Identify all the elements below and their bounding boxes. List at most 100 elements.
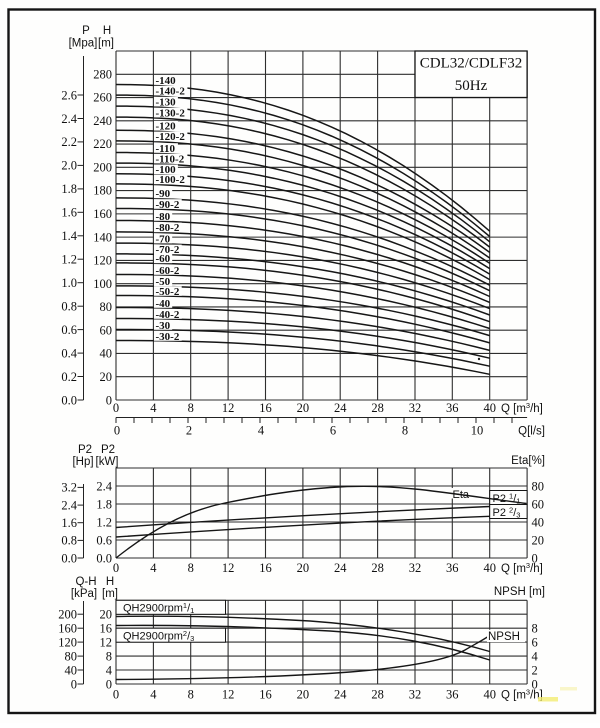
svg-text:P: P [82,25,90,37]
svg-text:0.0: 0.0 [61,551,77,565]
svg-text:80: 80 [65,649,78,663]
svg-text:H: H [106,576,114,588]
svg-text:8: 8 [402,424,408,438]
svg-text:0: 0 [71,677,77,691]
svg-text:36: 36 [446,561,459,575]
svg-text:-90-2: -90-2 [156,199,180,211]
svg-text:0: 0 [113,401,119,415]
svg-text:Eta[%]: Eta[%] [511,455,545,467]
svg-text:120: 120 [58,635,77,649]
svg-text:-140-2: -140-2 [156,85,186,97]
svg-text:260: 260 [93,91,112,105]
svg-text:-50-2: -50-2 [156,286,180,298]
svg-text:2.2: 2.2 [61,135,77,149]
svg-text:-60-2: -60-2 [156,265,180,277]
svg-text:80: 80 [532,479,545,493]
svg-text:0.8: 0.8 [61,300,77,314]
svg-text:4: 4 [150,401,157,415]
svg-text:280: 280 [93,67,112,81]
svg-text:Q [m3/h]: Q [m3/h] [501,561,543,575]
svg-text:-100: -100 [156,164,177,176]
svg-text:16: 16 [259,401,272,415]
svg-text:0.2: 0.2 [61,370,77,384]
svg-text:1.2: 1.2 [96,515,112,529]
svg-text:20: 20 [100,370,113,384]
svg-text:0.0: 0.0 [61,393,77,407]
svg-text:2.0: 2.0 [61,159,77,173]
svg-text:-60: -60 [156,253,171,265]
svg-text:60: 60 [532,497,545,511]
svg-text:240: 240 [93,114,112,128]
svg-text:2.4: 2.4 [61,112,77,126]
svg-text:0: 0 [106,393,112,407]
svg-text:36: 36 [446,401,459,415]
svg-text:40: 40 [65,663,78,677]
svg-text:12: 12 [100,635,113,649]
svg-text:-120: -120 [156,121,177,133]
svg-text:24: 24 [334,688,347,702]
svg-text:NPSH: NPSH [488,631,520,643]
svg-text:-90: -90 [156,188,171,200]
svg-text:8: 8 [532,622,538,636]
svg-text:[m]: [m] [98,38,114,50]
svg-text:-110: -110 [156,143,176,155]
svg-text:50Hz: 50Hz [455,78,488,94]
svg-text:140: 140 [93,230,112,244]
svg-text:[kW]: [kW] [96,456,119,468]
svg-text:0: 0 [114,424,120,438]
svg-text:80: 80 [100,300,113,314]
svg-text:16: 16 [100,622,113,636]
svg-text:12: 12 [222,688,235,702]
svg-text:12: 12 [222,401,235,415]
svg-text:1.6: 1.6 [61,516,77,530]
svg-text:-110-2: -110-2 [156,153,185,165]
svg-text:200: 200 [58,608,77,622]
svg-text:-70-2: -70-2 [156,244,180,256]
svg-text:28: 28 [371,561,384,575]
svg-text:16: 16 [259,688,272,702]
svg-text:-80: -80 [156,211,171,223]
svg-text:20: 20 [297,688,310,702]
svg-text:1.2: 1.2 [61,253,77,267]
svg-text:4: 4 [106,663,113,677]
svg-text:6: 6 [532,635,538,649]
svg-text:CDL32/CDLF32: CDL32/CDLF32 [420,56,523,72]
svg-text:Q[l/s]: Q[l/s] [518,426,545,438]
svg-text:220: 220 [93,137,112,151]
svg-text:20: 20 [297,401,310,415]
svg-text:-80-2: -80-2 [156,222,180,234]
svg-text:0.6: 0.6 [96,533,112,547]
svg-text:-30: -30 [156,320,171,332]
svg-text:2.4: 2.4 [96,479,112,493]
svg-text:36: 36 [446,688,459,702]
svg-text:100: 100 [93,277,112,291]
svg-text:P2: P2 [78,444,92,456]
svg-text:P2 2/3: P2 2/3 [493,506,521,520]
svg-text:24: 24 [334,401,347,415]
svg-text:1.8: 1.8 [61,182,77,196]
svg-text:1.6: 1.6 [61,206,77,220]
svg-text:P2: P2 [101,444,115,456]
svg-text:2: 2 [532,663,538,677]
svg-text:-140: -140 [156,75,177,87]
svg-text:20: 20 [532,533,545,547]
svg-text:-30-2: -30-2 [156,331,180,343]
svg-text:24: 24 [334,561,347,575]
svg-text:0.6: 0.6 [61,323,77,337]
svg-text:-130: -130 [156,96,177,108]
svg-text:32: 32 [409,688,422,702]
svg-text:40: 40 [483,688,496,702]
svg-text:4: 4 [150,688,157,702]
svg-text:[Hp]: [Hp] [72,456,93,468]
svg-text:20: 20 [297,561,310,575]
svg-text:28: 28 [371,688,384,702]
svg-text:4: 4 [258,424,265,438]
svg-text:Q [m3/h]: Q [m3/h] [501,688,543,702]
svg-text:0.0: 0.0 [96,551,112,565]
svg-text:2: 2 [186,424,192,438]
svg-text:QH2900rpm2/3: QH2900rpm2/3 [123,629,194,643]
svg-text:160: 160 [58,622,77,636]
svg-text:H: H [103,25,111,37]
svg-text:Q [m3/h]: Q [m3/h] [501,401,543,415]
svg-text:[m]: [m] [102,588,118,600]
